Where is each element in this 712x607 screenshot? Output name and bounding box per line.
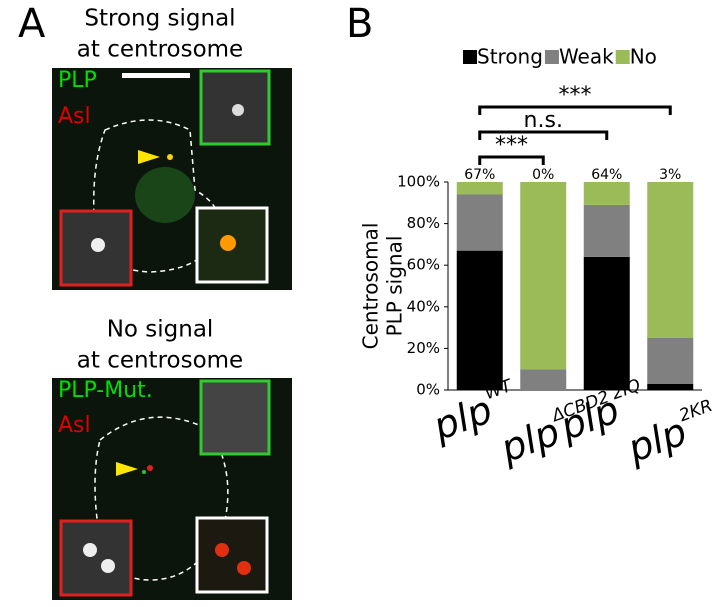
signal <box>142 470 146 474</box>
inset <box>201 381 269 454</box>
significance: n.s. <box>524 108 563 133</box>
inset-dot <box>215 543 229 557</box>
caption: at centrosome <box>77 348 243 374</box>
bar-segment <box>457 251 503 390</box>
significance: *** <box>559 83 592 108</box>
legend-swatch <box>463 50 477 64</box>
bar-segment <box>520 182 566 369</box>
category-superscript: 2KR <box>677 396 712 426</box>
legend-label: Strong <box>477 45 543 69</box>
bar-segment <box>647 384 693 390</box>
centrosome <box>147 465 153 471</box>
inset-dot <box>220 235 236 251</box>
inset-dot <box>101 559 115 573</box>
bar-segment <box>457 194 503 250</box>
y-axis-label: Centrosomal <box>359 223 383 350</box>
bar-segment <box>584 257 630 390</box>
signal <box>135 167 195 223</box>
bar-segment <box>457 182 503 194</box>
significance: *** <box>495 133 528 158</box>
inset <box>197 518 267 592</box>
bar-segment <box>584 205 630 257</box>
channel-label: PLP <box>58 68 97 93</box>
x-tick-label: plp2KR <box>620 396 712 471</box>
y-tick-label: 60% <box>407 256 440 274</box>
channel-label: PLP-Mut. <box>58 378 153 403</box>
legend-label: No <box>630 45 657 69</box>
inset <box>61 521 131 595</box>
inset-dot <box>91 238 105 252</box>
centrosome <box>167 154 173 160</box>
bar-segment <box>584 182 630 205</box>
caption: No signal <box>107 317 214 343</box>
legend-swatch <box>545 50 559 64</box>
inset-dot <box>237 561 251 575</box>
caption: Strong signal <box>84 6 235 32</box>
value-label: 0% <box>532 167 554 183</box>
y-axis-label: PLP signal <box>383 236 407 337</box>
y-tick-label: 20% <box>407 339 440 357</box>
bracket <box>480 157 544 165</box>
scale-bar <box>122 73 190 78</box>
inset-dot <box>83 543 97 557</box>
legend-swatch <box>616 50 630 64</box>
channel-label: Asl <box>58 413 91 438</box>
channel-label: Asl <box>58 104 91 129</box>
value-label: 3% <box>659 167 681 183</box>
inset-dot <box>232 104 244 116</box>
panel-label: A <box>18 1 46 47</box>
value-label: 67% <box>464 167 495 183</box>
bar-segment <box>647 182 693 338</box>
bar-segment <box>647 338 693 384</box>
value-label: 64% <box>591 167 622 183</box>
legend-label: Weak <box>559 45 614 69</box>
panel-label: B <box>346 1 373 47</box>
panel-a: A Strong signal at centrosome PLP Asl No… <box>18 1 292 600</box>
bracket <box>480 107 671 115</box>
y-tick-label: 100% <box>397 173 440 191</box>
y-tick-label: 40% <box>407 297 440 315</box>
y-tick-label: 0% <box>416 381 440 399</box>
y-tick-label: 80% <box>407 214 440 232</box>
caption: at centrosome <box>77 37 243 63</box>
bar-segment <box>520 369 566 390</box>
